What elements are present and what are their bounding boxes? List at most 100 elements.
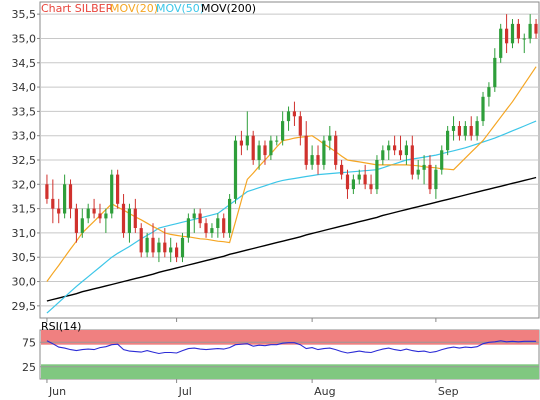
candle-body bbox=[505, 28, 509, 44]
price-y-tick-label: 31,0 bbox=[12, 227, 37, 240]
candle bbox=[463, 121, 467, 141]
x-axis: Jun Jul Aug Sep bbox=[46, 318, 459, 398]
candle-body bbox=[133, 208, 137, 228]
mov200-line bbox=[46, 176, 537, 302]
candle bbox=[186, 213, 190, 243]
candle bbox=[210, 223, 214, 238]
candle-body bbox=[457, 126, 461, 136]
candle bbox=[446, 125, 450, 156]
candle-body bbox=[175, 247, 179, 258]
candle-body bbox=[286, 111, 291, 122]
price-y-tick-label: 34,0 bbox=[12, 81, 37, 94]
candle-body bbox=[245, 135, 249, 146]
candle-body bbox=[269, 140, 273, 156]
candle bbox=[375, 155, 379, 195]
price-y-tick-label: 29,5 bbox=[12, 300, 37, 313]
candle bbox=[51, 179, 55, 224]
candle bbox=[175, 242, 179, 263]
candle-body bbox=[398, 150, 403, 156]
candle-body bbox=[192, 213, 196, 219]
candle-body bbox=[104, 213, 108, 219]
candle bbox=[139, 223, 143, 258]
candle-body bbox=[446, 130, 450, 151]
rsi-y-tick-label: 75 bbox=[22, 336, 36, 349]
price-panel: 29,5 30,0 30,5 31,0 31,5 32,0 32,5 33,0 33,5 34,0… bbox=[12, 1, 540, 319]
candle bbox=[440, 145, 444, 175]
candle bbox=[345, 169, 350, 199]
rsi-series bbox=[46, 340, 537, 355]
candle bbox=[222, 213, 226, 238]
candle-body bbox=[422, 164, 426, 170]
candle bbox=[245, 111, 249, 151]
candle-body bbox=[351, 179, 355, 190]
candle-body bbox=[469, 126, 473, 136]
x-tick-label: Jun bbox=[48, 385, 66, 398]
candle-body bbox=[393, 145, 397, 151]
candle-body bbox=[86, 208, 90, 219]
candle bbox=[475, 116, 479, 141]
candle bbox=[304, 121, 308, 170]
candle-body bbox=[416, 169, 420, 175]
candle-body bbox=[157, 242, 161, 253]
candle bbox=[80, 208, 84, 238]
candle bbox=[180, 232, 185, 263]
candle bbox=[351, 174, 355, 195]
mov50-series bbox=[46, 120, 537, 314]
rsi-y-tick-label: 25 bbox=[22, 361, 36, 374]
candle bbox=[328, 125, 332, 151]
candle bbox=[422, 155, 426, 185]
candle-body bbox=[257, 145, 261, 160]
price-y-tick-label: 35,0 bbox=[12, 32, 37, 45]
mov200-series bbox=[46, 176, 537, 302]
price-y-tick-label: 35,5 bbox=[12, 8, 37, 21]
price-y-tick-label: 33,0 bbox=[12, 130, 37, 143]
candle bbox=[334, 130, 338, 170]
candle-body bbox=[357, 174, 361, 180]
price-y-tick-label: 33,5 bbox=[12, 105, 37, 118]
candle-body bbox=[151, 237, 155, 253]
candle bbox=[522, 33, 526, 54]
candle-body bbox=[340, 164, 344, 175]
candle bbox=[92, 198, 96, 219]
candle-body bbox=[233, 140, 238, 199]
candle bbox=[487, 82, 491, 107]
candle bbox=[68, 179, 73, 219]
candle-body bbox=[239, 140, 243, 146]
candle-body bbox=[186, 218, 190, 238]
legend-mov50: MOV(50) bbox=[156, 2, 204, 15]
candle bbox=[457, 121, 461, 141]
candle-body bbox=[298, 116, 302, 136]
candle bbox=[133, 198, 137, 233]
legend-mov20: MOV(20) bbox=[110, 2, 158, 15]
candle-body bbox=[116, 174, 120, 204]
candle bbox=[286, 106, 291, 131]
candle-body bbox=[74, 208, 78, 233]
candle bbox=[510, 19, 515, 49]
candle bbox=[499, 23, 503, 63]
candle-body bbox=[180, 237, 185, 258]
candle-body bbox=[345, 174, 350, 190]
rsi-label: RSI(14) bbox=[41, 320, 81, 333]
candle-body bbox=[410, 145, 414, 175]
candle bbox=[257, 140, 261, 170]
candle-body bbox=[440, 150, 444, 170]
candle bbox=[404, 140, 408, 165]
candle bbox=[98, 203, 102, 224]
candle bbox=[298, 111, 302, 146]
candle-body bbox=[292, 111, 296, 117]
x-tick-label: Jul bbox=[178, 385, 192, 398]
candle bbox=[493, 48, 497, 92]
candle-body bbox=[45, 184, 49, 199]
candle-body bbox=[375, 160, 379, 190]
candle-body bbox=[98, 213, 102, 219]
candle-body bbox=[534, 23, 538, 34]
price-y-tick-label: 30,0 bbox=[12, 276, 37, 289]
candle-body bbox=[57, 208, 61, 214]
candle-body bbox=[204, 223, 208, 233]
candle-body bbox=[322, 140, 326, 165]
candle-body bbox=[216, 218, 220, 228]
candle bbox=[281, 111, 285, 146]
candle bbox=[451, 116, 456, 141]
candle bbox=[74, 203, 78, 243]
candle-body bbox=[499, 28, 503, 58]
